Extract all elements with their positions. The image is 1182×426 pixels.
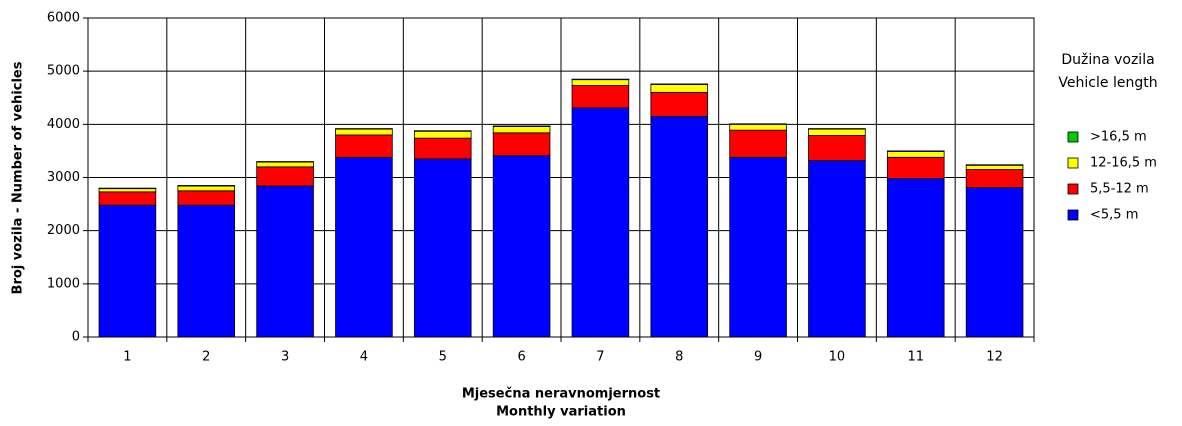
bar-segment [98, 188, 157, 193]
x-tick-label: 3 [281, 350, 289, 365]
bar-segment [413, 137, 472, 160]
bar-segment [413, 130, 472, 132]
legend-swatch [1067, 157, 1079, 169]
bar-segment [729, 123, 787, 131]
y-tick-label: 1000 [47, 276, 80, 291]
legend-title: Dužina vozila [1061, 52, 1154, 68]
x-axis-label: Monthly variation [496, 405, 626, 420]
legend-label: 12-16,5 m [1090, 156, 1157, 171]
bar-segment [808, 128, 866, 136]
bar-segment [965, 164, 1024, 166]
x-tick-label: 2 [202, 350, 210, 365]
legend-swatch [1067, 183, 1079, 195]
bar-segment [965, 169, 1024, 189]
x-tick-label: 5 [439, 350, 447, 365]
bar-segment [335, 128, 393, 130]
bar-segment [177, 204, 236, 338]
bar-segment [98, 191, 157, 206]
bar-segment [886, 150, 945, 152]
bar-segment [335, 128, 393, 136]
legend-label: >16,5 m [1090, 130, 1147, 145]
bar-segment [650, 115, 709, 338]
bar-segment [729, 129, 787, 158]
y-tick-label: 3000 [47, 170, 80, 185]
legend-swatch [1067, 131, 1079, 143]
bar-segment [177, 185, 236, 187]
bar-segment [729, 123, 787, 125]
x-tick-label: 10 [829, 350, 846, 365]
bar-segment [335, 134, 393, 158]
bar-segment [571, 79, 630, 86]
y-tick-label: 0 [72, 330, 80, 345]
bar-segment [808, 135, 866, 161]
bar-segment [965, 187, 1024, 338]
legend-label: 5,5-12 m [1090, 182, 1149, 197]
bar-segment [256, 161, 314, 163]
bar-segment [98, 187, 157, 190]
bar-segment [808, 160, 866, 338]
bar-segment [650, 83, 709, 85]
legend-swatch [1067, 209, 1079, 221]
x-tick-label: 4 [360, 350, 368, 365]
bar-segment [886, 151, 945, 158]
y-tick-label: 5000 [47, 64, 80, 79]
bar-segment [413, 158, 472, 338]
bar-segment [413, 130, 472, 139]
x-tick-label: 9 [754, 350, 762, 365]
x-tick-label: 7 [596, 350, 604, 365]
bar-segment [177, 190, 236, 206]
bar-segment [177, 185, 236, 192]
bar-segment [886, 178, 945, 338]
bar-segment [256, 161, 314, 168]
bar-segment [492, 126, 551, 134]
bar-segment [335, 156, 393, 338]
x-tick-label: 8 [675, 350, 683, 365]
bar-segment [571, 78, 630, 81]
y-tick-label: 2000 [47, 223, 80, 238]
x-tick-label: 1 [123, 350, 131, 365]
bar-segment [98, 204, 157, 338]
legend-title: Vehicle length [1058, 75, 1157, 91]
bar-segment [492, 155, 551, 338]
bar-segment [256, 166, 314, 187]
bar-segment [729, 156, 787, 338]
bar-segment [808, 128, 866, 130]
y-tick-label: 4000 [47, 117, 80, 132]
x-tick-label: 12 [986, 350, 1003, 365]
bar-segment [650, 92, 709, 117]
x-tick-label: 11 [907, 350, 924, 365]
bar-segment [650, 84, 709, 93]
x-axis-label: Mjesečna neravnomjernost [462, 387, 660, 402]
bar-segment [492, 132, 551, 157]
bar-segment [965, 164, 1024, 170]
bar-segment [571, 107, 630, 338]
y-axis-label: Broj vozila - Number of vehicles [11, 61, 26, 294]
bar-segment [492, 125, 551, 127]
legend-label: <5,5 m [1090, 208, 1138, 223]
bar-segment [571, 85, 630, 109]
x-tick-label: 6 [517, 350, 525, 365]
y-tick-label: 6000 [47, 11, 80, 26]
bar-segment [256, 185, 314, 338]
bar-segment [886, 156, 945, 179]
